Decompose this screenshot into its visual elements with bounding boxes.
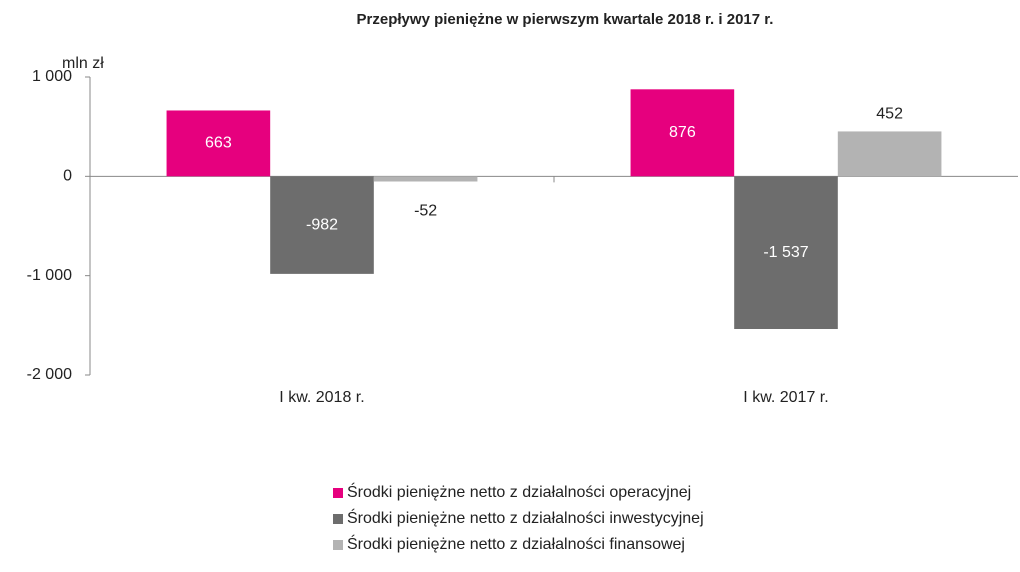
legend-label: Środki pieniężne netto z działalności in… xyxy=(347,508,704,527)
bar xyxy=(837,131,942,177)
value-label: 876 xyxy=(669,124,696,141)
y-tick-label: -2 000 xyxy=(27,366,72,383)
value-label: -982 xyxy=(306,216,338,233)
bar xyxy=(630,89,735,177)
y-axis-label: mln zł xyxy=(62,55,104,72)
value-label: -52 xyxy=(414,203,437,220)
y-tick-label: 1 000 xyxy=(32,68,72,85)
bar xyxy=(373,176,478,182)
value-label: 663 xyxy=(205,135,232,152)
x-tick-label: I kw. 2017 r. xyxy=(743,389,828,406)
legend-swatch xyxy=(333,540,343,550)
legend-label: Środki pieniężne netto z działalności op… xyxy=(347,482,691,501)
legend-swatch xyxy=(333,488,343,498)
value-label: 452 xyxy=(876,106,903,123)
bar xyxy=(166,110,271,177)
x-tick-label: I kw. 2018 r. xyxy=(279,389,364,406)
y-tick-label: 0 xyxy=(63,168,72,185)
chart-title: Przepływy pieniężne w pierwszym kwartale… xyxy=(357,11,774,28)
y-tick-label: -1 000 xyxy=(27,267,72,284)
bar xyxy=(270,176,374,274)
legend-swatch xyxy=(333,514,343,524)
bar xyxy=(734,176,838,330)
value-label: -1 537 xyxy=(763,244,808,261)
legend-label: Środki pieniężne netto z działalności fi… xyxy=(347,534,685,553)
